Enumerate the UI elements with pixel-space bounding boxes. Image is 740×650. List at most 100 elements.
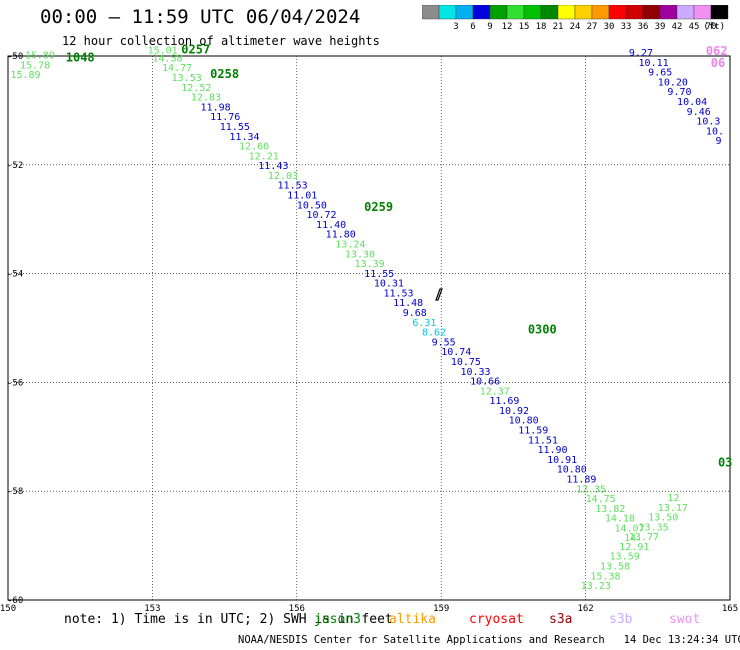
swh-value: 11.48 <box>393 298 423 309</box>
color-scale-legend: 3 6 9 12 15 18 21 24 27 30 33 36 39 42 45 70(ft) <box>422 5 729 32</box>
chart-title: 00:00 – 11:59 UTC 06/04/2024 <box>40 6 361 28</box>
scale-swatch <box>693 5 712 20</box>
swh-value: 14.18 <box>605 514 635 525</box>
swh-value: 10.75 <box>451 357 481 368</box>
swh-value: 12.03 <box>268 171 298 182</box>
legend-s3b: s3b <box>609 612 633 627</box>
swh-value: 13.58 <box>600 562 630 573</box>
swh-value: 11.55 <box>364 269 394 280</box>
y-tick-label: -54 <box>7 270 23 280</box>
pass-time-label: 06 <box>711 56 725 70</box>
swh-value: 9.46 <box>687 107 711 118</box>
scale-swatch <box>608 5 627 20</box>
scale-unit: (ft) <box>703 22 725 32</box>
pass-time-label: 0300 <box>528 322 557 336</box>
swh-value: 12.83 <box>191 93 221 104</box>
scale-swatch <box>625 5 644 20</box>
swh-value: 12.21 <box>249 151 279 162</box>
y-tick-label: -52 <box>7 161 23 171</box>
y-tick-label: -56 <box>7 378 23 388</box>
scale-swatch <box>523 5 542 20</box>
scale-label: 45 <box>689 22 700 32</box>
swh-value: 11.59 <box>518 426 548 437</box>
swh-value: 11.40 <box>316 220 346 231</box>
swh-value: 14. <box>624 533 642 544</box>
satellite-track-marks <box>435 288 443 301</box>
scale-swatch <box>455 5 474 20</box>
footer: NOAA/NESDIS Center for Satellite Applica… <box>238 634 740 646</box>
x-tick-label: 150 <box>0 604 16 614</box>
swh-value: 15.89 <box>25 51 55 62</box>
legend-s3a: s3a <box>549 612 573 627</box>
swh-value: 13.50 <box>648 513 678 524</box>
scale-swatch <box>506 5 525 20</box>
swh-value: 13.17 <box>658 503 688 514</box>
y-tick-label: -58 <box>7 487 23 497</box>
scale-swatch <box>574 5 593 20</box>
swh-value: 13.35 <box>639 522 669 533</box>
swh-value: 6.31 <box>412 318 436 329</box>
swh-value: 11.53 <box>383 288 413 299</box>
scale-label: 6 <box>470 22 475 32</box>
axis-tick-labels: 150 153 156 159 162 165 -50 -52 -54 -56 -58 -60 <box>0 52 738 614</box>
x-tick-label: 162 <box>577 604 593 614</box>
swh-value: 11.01 <box>287 191 317 202</box>
note-text: note: 1) Time is in UTC; 2) SWH is in fe… <box>64 612 393 627</box>
swh-value: 10.92 <box>499 406 529 417</box>
pass-time-label: 0258 <box>210 67 239 81</box>
y-tick-label: -60 <box>7 596 23 606</box>
legend-jason3: jason3 <box>314 612 361 627</box>
swh-value: 9 <box>716 136 722 147</box>
scale-swatch <box>422 5 440 20</box>
scale-swatch <box>438 5 457 20</box>
swh-value: 13.23 <box>581 581 611 592</box>
x-tick-label: 159 <box>433 604 449 614</box>
swh-value: 10.80 <box>557 465 587 476</box>
x-tick-label: 156 <box>289 604 305 614</box>
swh-value: 13.53 <box>172 73 202 84</box>
swh-value: 9.65 <box>648 68 672 79</box>
swh-value: 12 <box>667 493 679 504</box>
swh-value: 9.27 <box>629 48 653 59</box>
scale-swatch <box>642 5 661 20</box>
swh-value: 9.70 <box>667 87 691 98</box>
swh-value: 11.43 <box>258 161 288 172</box>
swh-value: 10.3 <box>696 117 720 128</box>
swh-value: 11.53 <box>278 181 308 192</box>
swh-value: 13.30 <box>345 249 375 260</box>
swh-value: 10.31 <box>374 279 404 290</box>
swh-value: 10.72 <box>306 210 336 221</box>
scale-swatch <box>659 5 678 20</box>
swh-value: 11.69 <box>489 396 519 407</box>
swh-value: 10.80 <box>509 416 539 427</box>
swh-value: 11.76 <box>210 112 240 123</box>
scale-swatch <box>676 5 695 20</box>
swh-value: 10.50 <box>297 200 327 211</box>
scale-label: 24 <box>570 22 581 32</box>
chart-subtitle: 12 hour collection of altimeter wave hei… <box>62 34 380 48</box>
swh-value: 13.59 <box>610 552 640 563</box>
legend-cryosat: cryosat <box>469 612 524 627</box>
swh-value: 15.78 <box>20 61 50 72</box>
grid-lines <box>7 55 731 601</box>
pass-time-label: 0257 <box>181 42 210 56</box>
y-tick-label: -50 <box>7 52 23 62</box>
swh-value: 13.77 <box>629 532 659 543</box>
scale-label: 36 <box>638 22 649 32</box>
swh-value: 12.35 <box>576 484 606 495</box>
swh-value: 10.33 <box>460 367 490 378</box>
x-tick-label: 153 <box>144 604 160 614</box>
swh-value: 11.98 <box>201 102 231 113</box>
pass-time-label: 03 <box>718 456 732 470</box>
scale-swatch <box>472 5 491 20</box>
swh-value: 12.60 <box>239 142 269 153</box>
swh-value: 12.52 <box>181 83 211 94</box>
swh-value: 12.37 <box>480 386 510 397</box>
scale-label: 12 <box>502 22 513 32</box>
swh-value: 11.90 <box>537 445 567 456</box>
swh-value: 10.04 <box>677 97 707 108</box>
scale-label: 30 <box>604 22 615 32</box>
scale-label: 3 <box>453 22 458 32</box>
